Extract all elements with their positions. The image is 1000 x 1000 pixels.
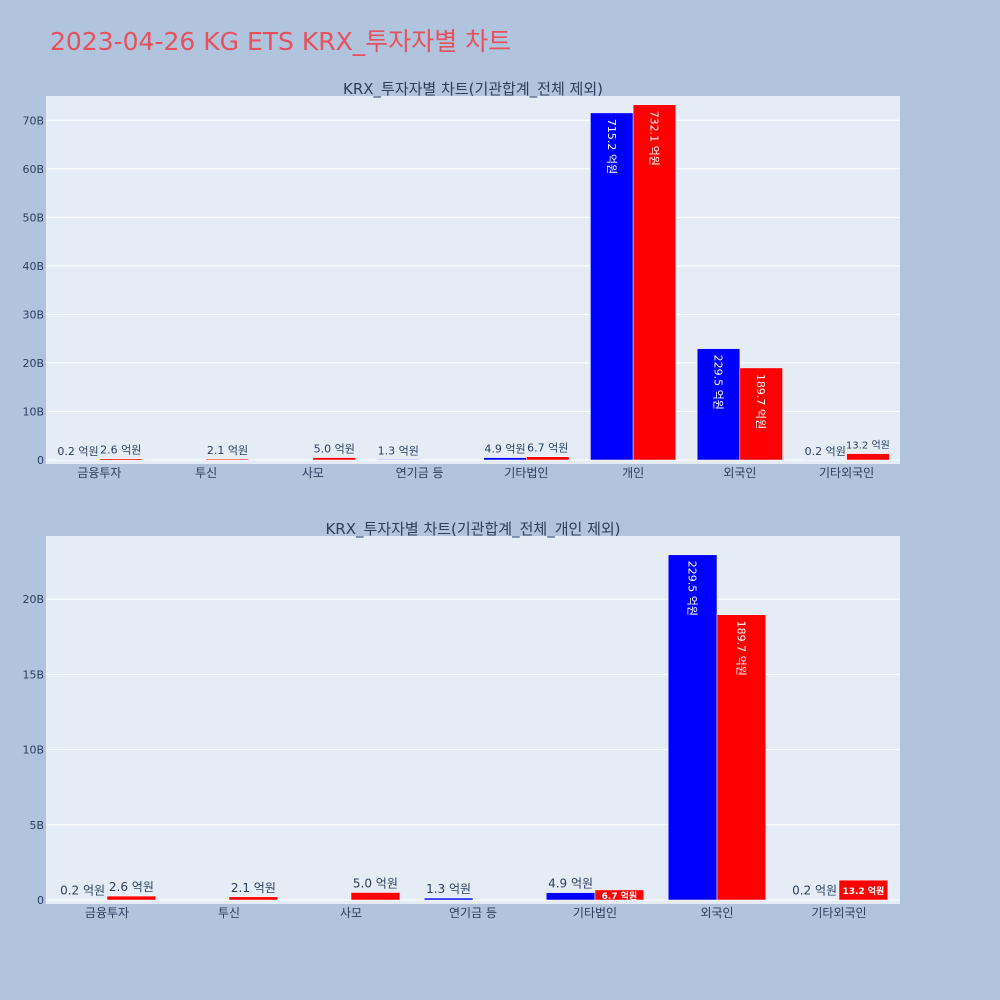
y-tick-label: 20B (22, 357, 44, 370)
y-tick-label: 0 (37, 894, 44, 907)
bar (350, 892, 401, 901)
bar-label: 13.2 억원 (842, 885, 884, 897)
bar (99, 458, 143, 461)
bar-label: 4.9 억원 (548, 877, 593, 891)
y-tick-label: 5B (29, 819, 44, 832)
bar (632, 104, 677, 461)
y-tick-label: 0 (37, 454, 44, 467)
chart-title: KRX_투자자별 차트(기관합계_전체 제외) (343, 80, 603, 99)
x-category-label: 투신 (195, 466, 217, 480)
chart-2: 0 5B 10B 15B 20B KRX_투자자별 차트(기관합계_전체_개인 제외) 금융… (22, 520, 900, 920)
bar (228, 896, 279, 901)
bar (376, 459, 420, 461)
bar-label: 6.7 억원 (527, 442, 568, 455)
y-tick-label: 10B (22, 405, 44, 418)
page-title: 2023-04-26 KG ETS KRX_투자자별 차트 (50, 27, 512, 56)
y-tick-label: 40B (22, 260, 44, 273)
x-category-label: 기타외국인 (819, 466, 874, 480)
bar-label: 0.2 억원 (60, 884, 105, 898)
bar (545, 892, 596, 901)
y-tick-label: 10B (22, 744, 44, 757)
bar-label: 229.5 억원 (712, 355, 725, 410)
x-category-label: 기타법인 (504, 466, 548, 480)
x-category-label: 기타외국인 (811, 906, 866, 920)
x-category-label: 사모 (302, 466, 324, 480)
bar (526, 456, 570, 461)
bar (483, 457, 527, 461)
bar-label: 2.1 억원 (231, 881, 276, 895)
bar (846, 453, 890, 461)
bar-label: 5.0 억원 (314, 443, 355, 456)
x-category-label: 사모 (340, 906, 362, 920)
x-category-label: 개인 (622, 466, 644, 480)
bar (106, 895, 157, 901)
bar (716, 614, 767, 901)
y-tick-label: 30B (22, 308, 44, 321)
chart-title: KRX_투자자별 차트(기관합계_전체_개인 제외) (325, 520, 620, 539)
bar-label: 0.2 억원 (792, 884, 837, 898)
x-category-label: 외국인 (700, 906, 733, 920)
y-tick-label: 70B (22, 114, 44, 127)
x-category-label: 외국인 (723, 466, 756, 480)
x-category-label: 기타법인 (573, 906, 617, 920)
bar (696, 348, 741, 461)
bar-label: 229.5 억원 (686, 561, 699, 616)
bar-label: 6.7 억원 (602, 890, 638, 902)
bar (667, 554, 718, 901)
bar (205, 458, 250, 461)
bar (739, 367, 783, 461)
bar-label: 5.0 억원 (353, 876, 398, 890)
bar-label: 1.3 억원 (426, 882, 471, 896)
x-category-label: 금융투자 (77, 466, 121, 480)
bar-label: 2.6 억원 (100, 444, 141, 457)
chart-1: 0 10B 20B 30B 40B 50B 60B 70B KRX_투자자별 차트(기관합계_전… (22, 80, 900, 480)
bar-label: 0.2 억원 (57, 445, 98, 458)
x-category-label: 연기금 등 (449, 906, 497, 920)
bar (838, 879, 889, 901)
plot-area (46, 536, 900, 904)
y-tick-label: 50B (22, 211, 44, 224)
bar-label: 189.7 억원 (734, 621, 747, 676)
bar (594, 889, 645, 901)
bar-label: 189.7 억원 (754, 374, 767, 429)
bar (312, 457, 356, 461)
x-category-label: 투신 (218, 906, 240, 920)
x-category-label: 연기금 등 (396, 466, 444, 480)
bar (423, 897, 474, 901)
bar-label: 2.1 억원 (207, 444, 248, 457)
bar-label: 0.2 억원 (805, 445, 846, 458)
bar-label: 4.9 억원 (484, 443, 525, 456)
y-tick-label: 60B (22, 163, 44, 176)
bar-label: 2.6 억원 (109, 880, 154, 894)
y-tick-label: 15B (22, 668, 44, 681)
x-category-label: 금융투자 (85, 906, 129, 920)
y-tick-label: 20B (22, 593, 44, 606)
bar-label: 1.3 억원 (378, 444, 419, 457)
bar-label: 13.2 억원 (846, 440, 890, 452)
bar-label: 732.1 억원 (647, 111, 660, 166)
bar-label: 715.2 억원 (605, 119, 618, 174)
